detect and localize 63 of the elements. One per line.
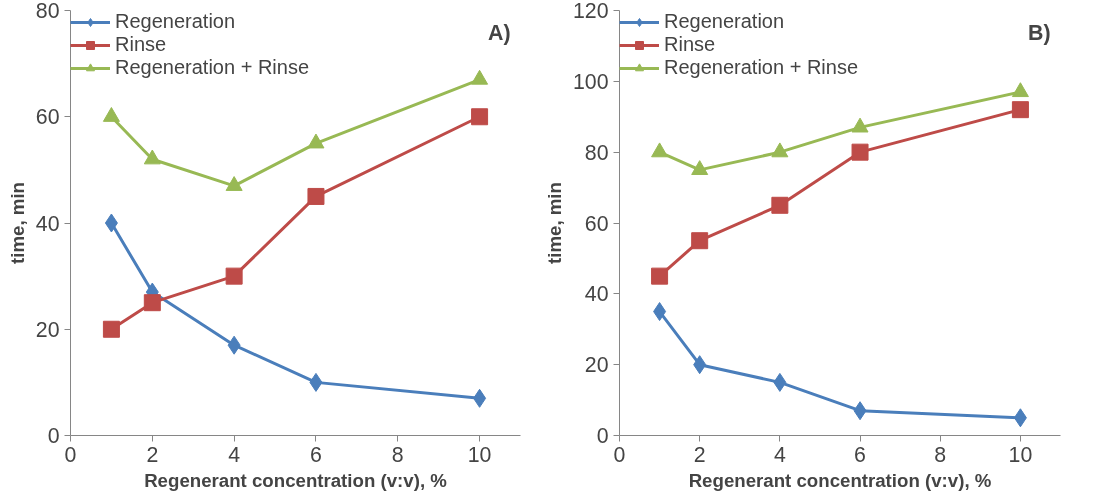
y-axis-title: time, min bbox=[543, 182, 565, 264]
point bbox=[771, 142, 789, 158]
y-tick-label: 100 bbox=[572, 69, 609, 94]
point bbox=[1011, 82, 1029, 98]
y-axis-title: time, min bbox=[6, 182, 28, 264]
point bbox=[225, 267, 243, 285]
point bbox=[773, 372, 787, 392]
x-tick-label: 10 bbox=[467, 442, 492, 467]
x-axis-title: Regenerant concentration (v:v), % bbox=[144, 469, 448, 491]
point bbox=[693, 355, 707, 375]
point bbox=[307, 133, 325, 149]
y-tick-label: 40 bbox=[35, 211, 60, 236]
x-tick-label: 4 bbox=[773, 442, 786, 467]
legend-label: Regeneration bbox=[115, 10, 236, 33]
point bbox=[307, 187, 325, 205]
x-tick-label: 6 bbox=[854, 442, 866, 467]
point bbox=[851, 143, 869, 161]
y-tick-label: 0 bbox=[596, 424, 609, 448]
point bbox=[225, 176, 243, 191]
point bbox=[771, 196, 789, 214]
y-tick-label: 20 bbox=[35, 317, 60, 342]
y-tick-label: 80 bbox=[584, 140, 609, 165]
annotation: B) bbox=[1028, 20, 1051, 45]
point bbox=[102, 320, 120, 338]
annotation: A) bbox=[488, 20, 511, 45]
legend-label: Regeneration + Rinse bbox=[664, 56, 859, 79]
point bbox=[691, 160, 709, 175]
x-tick-label: 8 bbox=[934, 442, 947, 467]
point bbox=[104, 213, 118, 233]
x-tick-label: 0 bbox=[613, 442, 626, 467]
y-tick-label: 60 bbox=[584, 211, 609, 236]
y-tick-label: 40 bbox=[584, 282, 609, 307]
y-tick-label: 0 bbox=[47, 424, 60, 448]
y-tick-label: 120 bbox=[572, 0, 609, 23]
point bbox=[227, 335, 241, 355]
y-tick-label: 80 bbox=[35, 0, 60, 23]
point bbox=[1013, 408, 1027, 428]
x-tick-label: 8 bbox=[391, 442, 404, 467]
legend-label: Rinse bbox=[664, 33, 716, 56]
point bbox=[102, 107, 120, 122]
x-tick-label: 2 bbox=[146, 442, 159, 467]
legend-label: Regeneration bbox=[664, 10, 785, 33]
point bbox=[473, 388, 487, 408]
point bbox=[691, 232, 709, 250]
point bbox=[143, 294, 161, 312]
legend-label: Regeneration + Rinse bbox=[115, 56, 310, 79]
x-axis-title: Regenerant concentration (v:v), % bbox=[688, 469, 992, 491]
point bbox=[651, 142, 669, 158]
y-tick-label: 20 bbox=[584, 353, 609, 378]
point bbox=[143, 149, 161, 165]
point bbox=[653, 302, 667, 322]
point bbox=[851, 117, 869, 133]
x-tick-label: 6 bbox=[310, 442, 322, 467]
point bbox=[309, 372, 323, 392]
point bbox=[471, 69, 489, 85]
point bbox=[853, 401, 867, 421]
x-tick-label: 0 bbox=[64, 442, 77, 467]
x-tick-label: 2 bbox=[693, 442, 706, 467]
x-tick-label: 10 bbox=[1008, 442, 1033, 467]
legend-label: Rinse bbox=[115, 33, 167, 56]
y-tick-label: 60 bbox=[35, 105, 60, 130]
x-tick-label: 4 bbox=[228, 442, 241, 467]
point bbox=[651, 267, 669, 285]
